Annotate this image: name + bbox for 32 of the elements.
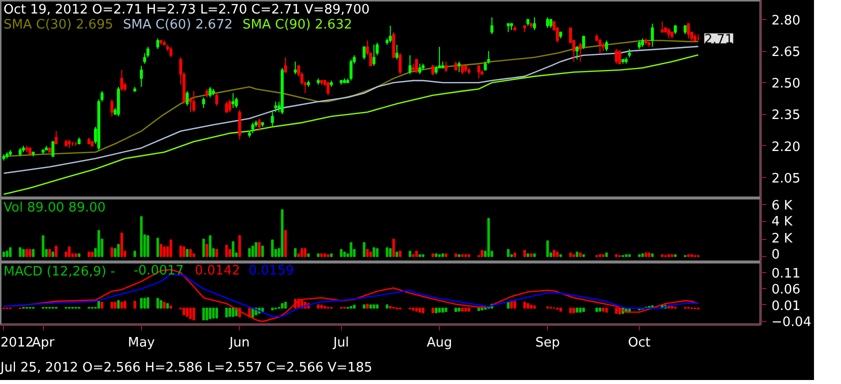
y-tick-label: 2.50 [772, 76, 800, 92]
x-tick-label: Apr [32, 336, 55, 350]
text: SMA C(90) 2.632 [242, 18, 352, 32]
text: SMA C(60) 2.672 [123, 18, 233, 32]
annotation: 2.71 [704, 32, 734, 48]
y-tick-label: 2.05 [772, 171, 800, 186]
x-tick-label: Sep [535, 336, 560, 350]
y-tick-label: 2 K [772, 232, 793, 247]
text: Jul 25, 2012 O=2.566 H=2.586 L=2.557 C=2.566 V=185 [0, 360, 372, 376]
x-tick-label: 2012 [0, 336, 34, 350]
y-tick-label: 2.20 [772, 140, 800, 155]
text: SMA C(30) 2.695 [4, 18, 114, 32]
y-tick-label: 2.80 [772, 13, 800, 28]
chart-title: Vol 89.00 89.00 [4, 200, 106, 216]
chart-title: MACD (12,26,9) - [4, 264, 116, 280]
y-tick-label: 4 K [772, 214, 793, 230]
y-tick-label: 2.35 [772, 108, 800, 124]
y-tick-label: 0.11 [772, 266, 800, 282]
text: 0.0159 [248, 264, 294, 278]
y-tick-label: 0 [772, 248, 780, 262]
y-tick-label: 0.01 [772, 298, 800, 314]
y-tick-label: −0.04 [772, 315, 812, 330]
series-label: 0.0142 [194, 264, 240, 278]
y-tick-label: 6 K [772, 198, 793, 214]
chart-title: Oct 19, 2012 O=2.71 H=2.73 L=2.70 C=2.71 V=89,700 [4, 2, 370, 18]
y-tick-label: 2.65 [772, 45, 800, 60]
x-tick-label: Jul [332, 336, 350, 350]
x-tick-label: Oct [628, 336, 651, 350]
x-tick-label: Aug [426, 336, 452, 350]
x-tick-label: Jun [228, 336, 250, 350]
y-tick-label: 0.06 [772, 282, 800, 298]
x-tick-label: May [128, 336, 156, 350]
